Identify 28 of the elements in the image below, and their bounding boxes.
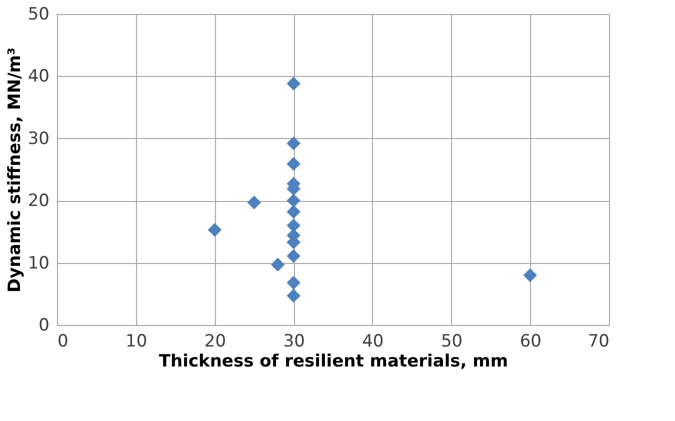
x-tick-label: 30 (283, 332, 305, 352)
x-tick-label: 60 (520, 332, 542, 352)
x-tick-label: 20 (204, 332, 226, 352)
x-tick-label: 70 (588, 332, 610, 352)
x-tick-label: 10 (126, 332, 148, 352)
point (523, 268, 538, 282)
point (286, 249, 300, 263)
point (270, 258, 285, 272)
y-tick-label: 10 (28, 253, 50, 274)
y-tick-label: 0 (38, 316, 50, 336)
y-tick-label: 40 (28, 66, 50, 87)
point (286, 157, 300, 171)
point (286, 136, 300, 150)
point (286, 194, 300, 208)
point (286, 204, 300, 219)
x-axis-title: Thickness of resilient materials, mm (158, 352, 508, 372)
y-tick-label: 30 (28, 128, 50, 149)
point (286, 288, 300, 303)
point (286, 276, 300, 290)
y-axis-title: Dynamic stiffness, MN/m³ (4, 48, 25, 292)
y-tick-label: 50 (28, 4, 50, 24)
x-tick-label: 50 (440, 332, 463, 352)
y-tick-label: 20 (28, 191, 50, 212)
point (247, 196, 262, 210)
x-tick-label: 40 (362, 332, 384, 352)
point (286, 76, 300, 91)
point (208, 222, 222, 237)
x-tick-label: 0 (58, 332, 68, 352)
